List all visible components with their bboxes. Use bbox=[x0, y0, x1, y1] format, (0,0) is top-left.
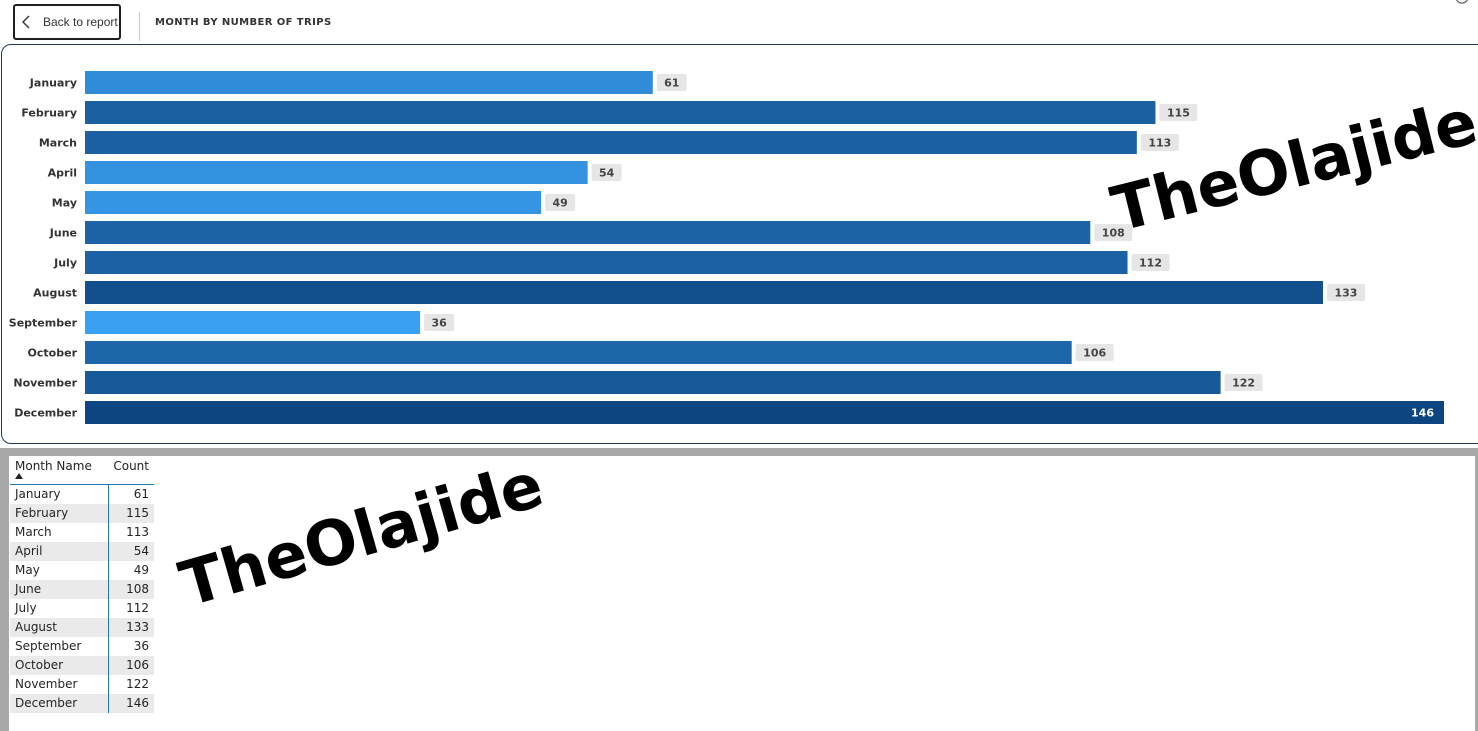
category-tick-label: March bbox=[39, 137, 77, 150]
data-label: 54 bbox=[599, 167, 615, 180]
table-cell-count: 112 bbox=[126, 601, 149, 615]
table-row: December 146 bbox=[10, 694, 154, 713]
data-table: Month Name Count January 61 February 115 Mar… bbox=[10, 458, 154, 713]
data-label: 49 bbox=[552, 197, 567, 210]
table-cell-month: June bbox=[10, 580, 109, 599]
data-label-background bbox=[1131, 254, 1170, 271]
back-button-label: Back to report bbox=[43, 15, 118, 29]
table-row: February 115 bbox=[10, 504, 154, 523]
category-tick-label: April bbox=[48, 167, 77, 180]
bar-february[interactable] bbox=[85, 101, 1156, 124]
category-tick-label: February bbox=[21, 107, 77, 120]
category-tick-label: August bbox=[33, 287, 77, 300]
category-tick-label: January bbox=[29, 77, 77, 90]
data-label-background bbox=[1326, 284, 1365, 301]
chevron-left-icon bbox=[22, 15, 30, 29]
table-body: January 61 February 115 March 113 April 54 May 49… bbox=[10, 484, 154, 713]
table-cell-month: July bbox=[10, 599, 109, 618]
table-cell-month: August bbox=[10, 618, 109, 637]
data-label-background bbox=[1075, 344, 1114, 361]
data-label: 112 bbox=[1139, 257, 1162, 270]
bar-march[interactable] bbox=[85, 131, 1137, 154]
data-label-background bbox=[1159, 104, 1198, 121]
table-cell-count: 133 bbox=[108, 618, 154, 637]
table-visual bbox=[9, 456, 1475, 731]
data-label-background bbox=[424, 314, 455, 331]
page-title: MONTH BY NUMBER OF TRIPS bbox=[155, 17, 332, 28]
table-cell-count: 61 bbox=[133, 487, 149, 501]
data-label: 133 bbox=[1335, 287, 1358, 300]
table-cell-count: 122 bbox=[126, 677, 149, 691]
category-tick-label: December bbox=[14, 407, 77, 420]
table-cell-month: December bbox=[10, 694, 109, 713]
top-bar: Back to report MONTH BY NUMBER OF TRIPS bbox=[0, 0, 1478, 46]
category-tick-label: November bbox=[13, 377, 77, 390]
table-cell-count: 115 bbox=[108, 504, 154, 523]
data-label: 108 bbox=[1102, 227, 1125, 240]
bar-july[interactable] bbox=[85, 251, 1128, 274]
table-cell-month: October bbox=[10, 656, 109, 675]
table-cell-count: 108 bbox=[108, 580, 154, 599]
table-row: March 113 bbox=[10, 523, 154, 542]
table-row: August 133 bbox=[10, 618, 154, 637]
table-cell-month: September bbox=[10, 637, 109, 656]
data-label-background bbox=[1094, 224, 1133, 241]
header-divider bbox=[139, 12, 140, 41]
data-label: 61 bbox=[664, 77, 679, 90]
column-header-month-name[interactable]: Month Name bbox=[10, 458, 108, 485]
table-cell-month: April bbox=[10, 542, 109, 561]
table-row: June 108 bbox=[10, 580, 154, 599]
data-label: 146 bbox=[1411, 407, 1434, 420]
table-cell-month: November bbox=[10, 675, 109, 694]
bar-january[interactable] bbox=[85, 71, 653, 94]
table-cell-count: 54 bbox=[108, 542, 154, 561]
data-label-background bbox=[591, 164, 622, 181]
table-cell-count: 146 bbox=[108, 694, 154, 713]
bar-chart: January 61 February 115 March 113 April 54 May 49… bbox=[9, 71, 1444, 424]
bar-november[interactable] bbox=[85, 371, 1221, 394]
bar-september[interactable] bbox=[85, 311, 421, 334]
table-cell-month: February bbox=[10, 504, 109, 523]
table-row: November 122 bbox=[10, 675, 154, 694]
data-label: 106 bbox=[1083, 347, 1106, 360]
bar-december[interactable] bbox=[85, 401, 1444, 424]
bar-october[interactable] bbox=[85, 341, 1072, 364]
table-cell-count: 49 bbox=[133, 563, 149, 577]
bar-chart-panel: January 61 February 115 March 113 April 54 May 49… bbox=[1, 44, 1478, 444]
table-row: October 106 bbox=[10, 656, 154, 675]
table-row: April 54 bbox=[10, 542, 154, 561]
category-tick-label: September bbox=[9, 317, 78, 330]
table-cell-count: 113 bbox=[126, 525, 149, 539]
category-tick-label: July bbox=[53, 257, 77, 270]
bar-august[interactable] bbox=[85, 281, 1323, 304]
sort-ascending-icon[interactable] bbox=[15, 473, 23, 479]
data-label-background bbox=[656, 74, 687, 91]
table-row: July 112 bbox=[10, 599, 154, 618]
data-label-background bbox=[1224, 374, 1263, 391]
bar-june[interactable] bbox=[85, 221, 1091, 244]
data-label-background bbox=[545, 194, 576, 211]
bar-may[interactable] bbox=[85, 191, 542, 214]
column-header-count[interactable]: Count bbox=[108, 458, 154, 485]
table-cell-month: March bbox=[10, 523, 109, 542]
bar-april[interactable] bbox=[85, 161, 588, 184]
category-tick-label: May bbox=[52, 197, 77, 210]
data-label: 36 bbox=[431, 317, 447, 330]
back-to-report-button[interactable]: Back to report bbox=[13, 4, 121, 40]
refresh-icon[interactable] bbox=[1418, 0, 1478, 8]
data-label: 122 bbox=[1232, 377, 1255, 390]
data-label-background bbox=[1140, 134, 1179, 151]
table-cell-month: May bbox=[10, 561, 109, 580]
data-label: 113 bbox=[1148, 137, 1171, 150]
table-row: January 61 bbox=[10, 484, 154, 504]
table-cell-count: 36 bbox=[133, 639, 149, 653]
table-row: September 36 bbox=[10, 637, 154, 656]
data-label: 115 bbox=[1167, 107, 1190, 120]
category-tick-label: October bbox=[28, 347, 78, 360]
table-cell-count: 106 bbox=[108, 656, 154, 675]
category-tick-label: June bbox=[49, 227, 77, 240]
table-cell-month: January bbox=[10, 484, 109, 504]
table-row: May 49 bbox=[10, 561, 154, 580]
